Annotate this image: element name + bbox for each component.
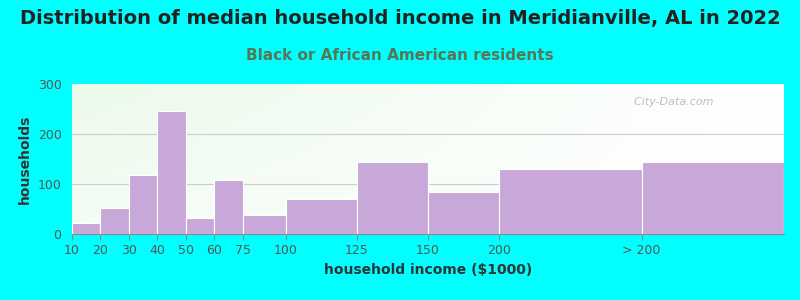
Bar	[186, 218, 214, 234]
Bar	[642, 161, 784, 234]
Bar	[357, 161, 428, 234]
Text: City-Data.com: City-Data.com	[627, 97, 714, 107]
X-axis label: household income ($1000): household income ($1000)	[324, 263, 532, 277]
Y-axis label: households: households	[18, 114, 32, 204]
Bar	[428, 191, 499, 234]
Bar	[72, 223, 101, 234]
Text: Black or African American residents: Black or African American residents	[246, 48, 554, 63]
Bar	[286, 199, 357, 234]
Bar	[214, 180, 243, 234]
Bar	[129, 175, 158, 234]
Text: Distribution of median household income in Meridianville, AL in 2022: Distribution of median household income …	[20, 9, 780, 28]
Bar	[158, 110, 186, 234]
Bar	[499, 169, 642, 234]
Bar	[243, 215, 286, 234]
Bar	[101, 208, 129, 234]
